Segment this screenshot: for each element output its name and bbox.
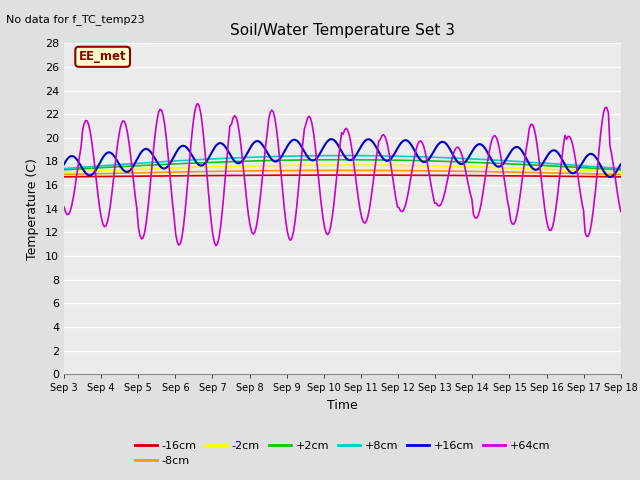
Title: Soil/Water Temperature Set 3: Soil/Water Temperature Set 3	[230, 23, 455, 38]
Y-axis label: Temperature (C): Temperature (C)	[26, 158, 39, 260]
Text: EE_met: EE_met	[79, 50, 127, 63]
Legend: -16cm, -8cm, -2cm, +2cm, +8cm, +16cm, +64cm: -16cm, -8cm, -2cm, +2cm, +8cm, +16cm, +6…	[130, 436, 555, 471]
Text: No data for f_TC_temp23: No data for f_TC_temp23	[6, 14, 145, 25]
X-axis label: Time: Time	[327, 399, 358, 412]
